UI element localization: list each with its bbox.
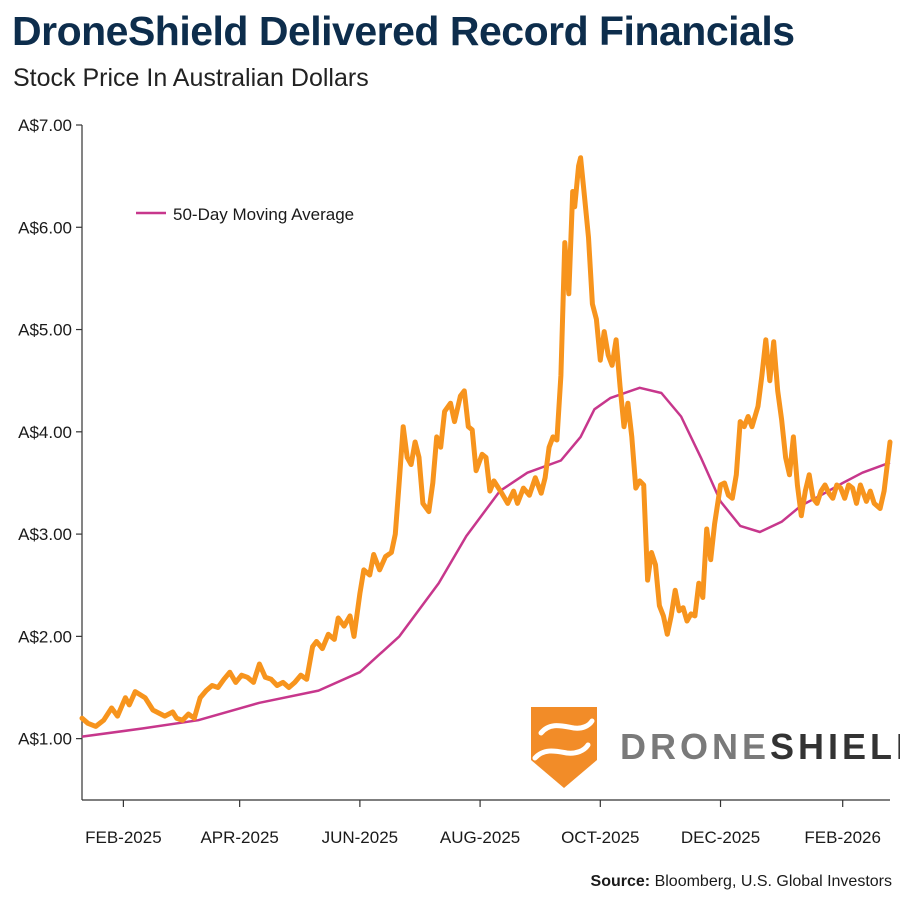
stock-price-line (79, 155, 893, 729)
source-note: Source: Bloomberg, U.S. Global Investors (591, 873, 892, 891)
logo-wordmark-part1: DRONE (620, 726, 770, 767)
axes (81, 125, 890, 801)
y-tick-label: A$3.00 (18, 525, 72, 544)
source-text: Bloomberg, U.S. Global Investors (654, 873, 892, 890)
chart-title: DroneShield Delivered Record Financials (12, 8, 795, 54)
shield-icon (531, 707, 597, 788)
legend: 50-Day Moving Average (136, 205, 354, 224)
logo-wordmark: DRONESHIELD (620, 726, 900, 767)
y-tick-label: A$7.00 (18, 116, 72, 135)
x-tick-label: FEB-2025 (85, 828, 162, 847)
y-tick-label: A$5.00 (18, 321, 72, 340)
source-label: Source: (590, 873, 651, 890)
x-tick-label: APR-2025 (200, 828, 278, 847)
moving-average-line (81, 386, 891, 738)
y-tick-label: A$1.00 (18, 730, 72, 749)
y-tick-label: A$6.00 (18, 218, 72, 237)
y-tick-label: A$4.00 (18, 423, 72, 442)
y-ticks: A$1.00 A$2.00 A$3.00 A$4.00 A$5.00 A$6.00 A$7.… (18, 116, 82, 749)
chart-subtitle: Stock Price In Australian Dollars (13, 64, 369, 92)
logo-wordmark-part2: SHIELD (770, 726, 900, 767)
droneshield-logo: DRONESHIELD (531, 707, 900, 788)
series-layer (79, 155, 893, 738)
x-tick-label: OCT-2025 (561, 828, 639, 847)
y-tick-label: A$2.00 (18, 627, 72, 646)
x-tick-label: DEC-2025 (681, 828, 760, 847)
legend-label-moving-average: 50-Day Moving Average (173, 205, 354, 224)
x-ticks: FEB-2025 APR-2025 JUN-2025 AUG-2025 OCT-2025… (85, 800, 881, 847)
x-tick-label: FEB-2026 (804, 828, 881, 847)
x-tick-label: AUG-2025 (440, 828, 520, 847)
x-tick-label: JUN-2025 (322, 828, 399, 847)
